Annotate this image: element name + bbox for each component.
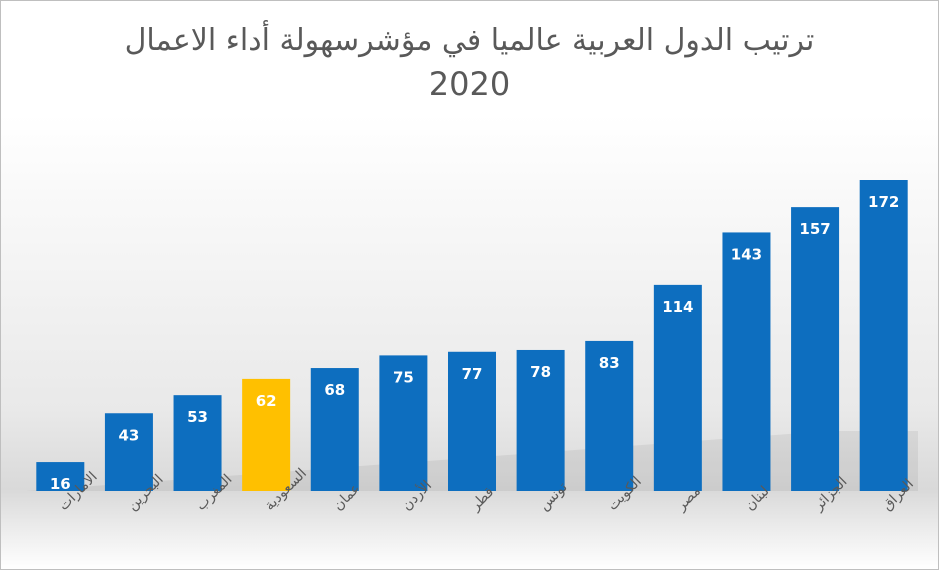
data-label-10: 143 [731,245,762,263]
data-label-12: 172 [868,193,899,211]
data-label-0: 16 [50,475,71,493]
bar-9 [653,284,702,491]
chart-subtitle: 2020 [428,65,511,103]
bar-5 [379,355,428,491]
bar-0 [36,462,85,491]
data-label-7: 78 [530,363,551,381]
bar-4 [310,368,359,491]
data-label-3: 62 [256,392,277,410]
bar-6 [448,351,496,491]
data-label-6: 77 [462,365,483,383]
data-label-1: 43 [118,426,139,444]
bar-1 [104,413,153,491]
data-label-2: 53 [187,408,208,426]
bar-7 [516,349,565,491]
data-label-9: 114 [662,298,693,316]
bar-3 [242,378,291,491]
data-label-8: 83 [599,354,620,372]
data-label-11: 157 [799,220,830,238]
bar-12 [859,180,908,491]
chart-title: ترتيب الدول العربية عالميا في مؤشرسهولة … [124,23,815,58]
data-label-5: 75 [393,368,414,386]
bar-2 [173,395,222,491]
bar-11 [791,207,840,492]
bar-8 [585,340,634,491]
bar-10 [722,232,771,492]
data-label-4: 68 [324,381,345,399]
